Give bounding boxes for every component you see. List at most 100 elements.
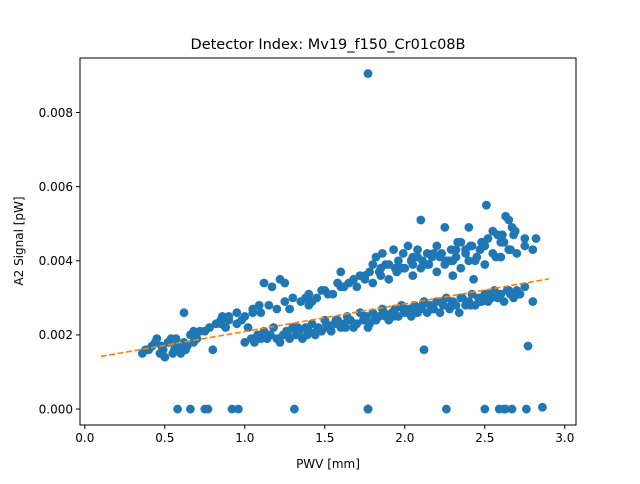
data-point — [312, 326, 322, 336]
axes-frame — [79, 57, 577, 426]
data-point — [307, 319, 317, 329]
data-point — [232, 308, 242, 318]
data-point — [485, 289, 494, 299]
data-point — [274, 334, 283, 344]
data-point — [416, 263, 426, 273]
data-point — [254, 300, 264, 310]
data-point — [240, 337, 250, 347]
data-point — [470, 256, 480, 266]
data-point — [285, 304, 294, 314]
data-point — [523, 341, 533, 351]
data-point — [451, 245, 461, 255]
data-point — [336, 267, 346, 277]
data-point — [390, 304, 400, 314]
data-point — [498, 230, 507, 240]
data-point — [331, 315, 341, 325]
scatter-points — [138, 69, 547, 414]
data-point — [419, 345, 429, 355]
data-point — [350, 319, 360, 329]
data-point — [259, 278, 269, 288]
data-point — [466, 300, 475, 310]
data-point — [522, 404, 531, 414]
data-point — [446, 300, 456, 310]
data-point — [264, 300, 274, 310]
data-point — [451, 252, 461, 262]
data-point — [323, 289, 333, 299]
y-tick-label: 0.002 — [39, 328, 73, 342]
data-point — [427, 304, 437, 314]
data-point — [408, 271, 418, 281]
data-point — [520, 282, 530, 292]
data-point — [467, 241, 477, 251]
x-tick-label: 0.5 — [155, 431, 174, 445]
x-axis-label: PWV [mm] — [296, 457, 360, 471]
data-point — [218, 311, 227, 321]
data-point — [413, 245, 422, 255]
data-point — [538, 402, 547, 412]
data-point — [378, 248, 387, 258]
data-point — [269, 323, 278, 332]
y-axis-label: A2 Signal [pW] — [12, 196, 26, 285]
data-point — [501, 404, 510, 414]
data-point — [363, 323, 373, 332]
data-point — [189, 326, 199, 336]
x-tick-label: 2.5 — [475, 431, 494, 445]
data-point — [429, 248, 438, 258]
fit-line-layer — [100, 278, 549, 358]
y-tick-label: 0.004 — [39, 254, 73, 268]
data-point — [272, 304, 282, 314]
data-point — [408, 308, 418, 318]
data-point — [408, 260, 418, 269]
data-point — [178, 341, 187, 351]
data-point — [165, 337, 175, 347]
data-point — [368, 260, 378, 269]
data-point — [480, 404, 490, 414]
data-point — [453, 237, 462, 247]
data-point — [389, 311, 398, 321]
data-point — [333, 278, 342, 288]
data-point — [512, 248, 522, 258]
data-point — [288, 293, 298, 303]
data-point — [510, 226, 520, 236]
data-point — [264, 330, 274, 340]
chart-title: Detector Index: Mv19_f150_Cr01c08B — [191, 37, 466, 53]
data-point — [341, 323, 350, 332]
data-point — [483, 234, 493, 243]
data-point — [403, 241, 413, 251]
data-point — [454, 308, 464, 318]
data-point — [506, 245, 515, 255]
data-point — [227, 404, 237, 414]
data-point — [416, 215, 426, 225]
data-point — [368, 278, 378, 288]
data-point — [144, 345, 154, 355]
data-point — [440, 223, 450, 232]
data-point — [480, 241, 490, 251]
data-point — [160, 352, 170, 362]
data-point — [256, 308, 266, 318]
data-point — [464, 256, 474, 266]
x-tick-label: 1.5 — [315, 431, 334, 445]
data-point — [488, 226, 498, 236]
data-point — [317, 286, 326, 295]
data-point — [435, 308, 445, 318]
x-tick-label: 1.0 — [235, 431, 254, 445]
data-point — [376, 263, 386, 273]
data-point — [205, 323, 215, 332]
data-point — [418, 300, 427, 310]
data-point — [379, 308, 389, 318]
data-point — [352, 282, 362, 292]
data-point — [171, 334, 181, 344]
data-point — [475, 297, 485, 306]
data-point — [442, 404, 451, 414]
data-point — [240, 311, 250, 321]
data-point — [445, 256, 454, 266]
data-point — [528, 297, 538, 306]
fit-line — [100, 278, 549, 358]
data-point — [326, 326, 336, 336]
data-point — [469, 274, 478, 284]
data-point — [480, 260, 490, 269]
data-point — [293, 323, 302, 332]
data-point — [339, 282, 349, 292]
